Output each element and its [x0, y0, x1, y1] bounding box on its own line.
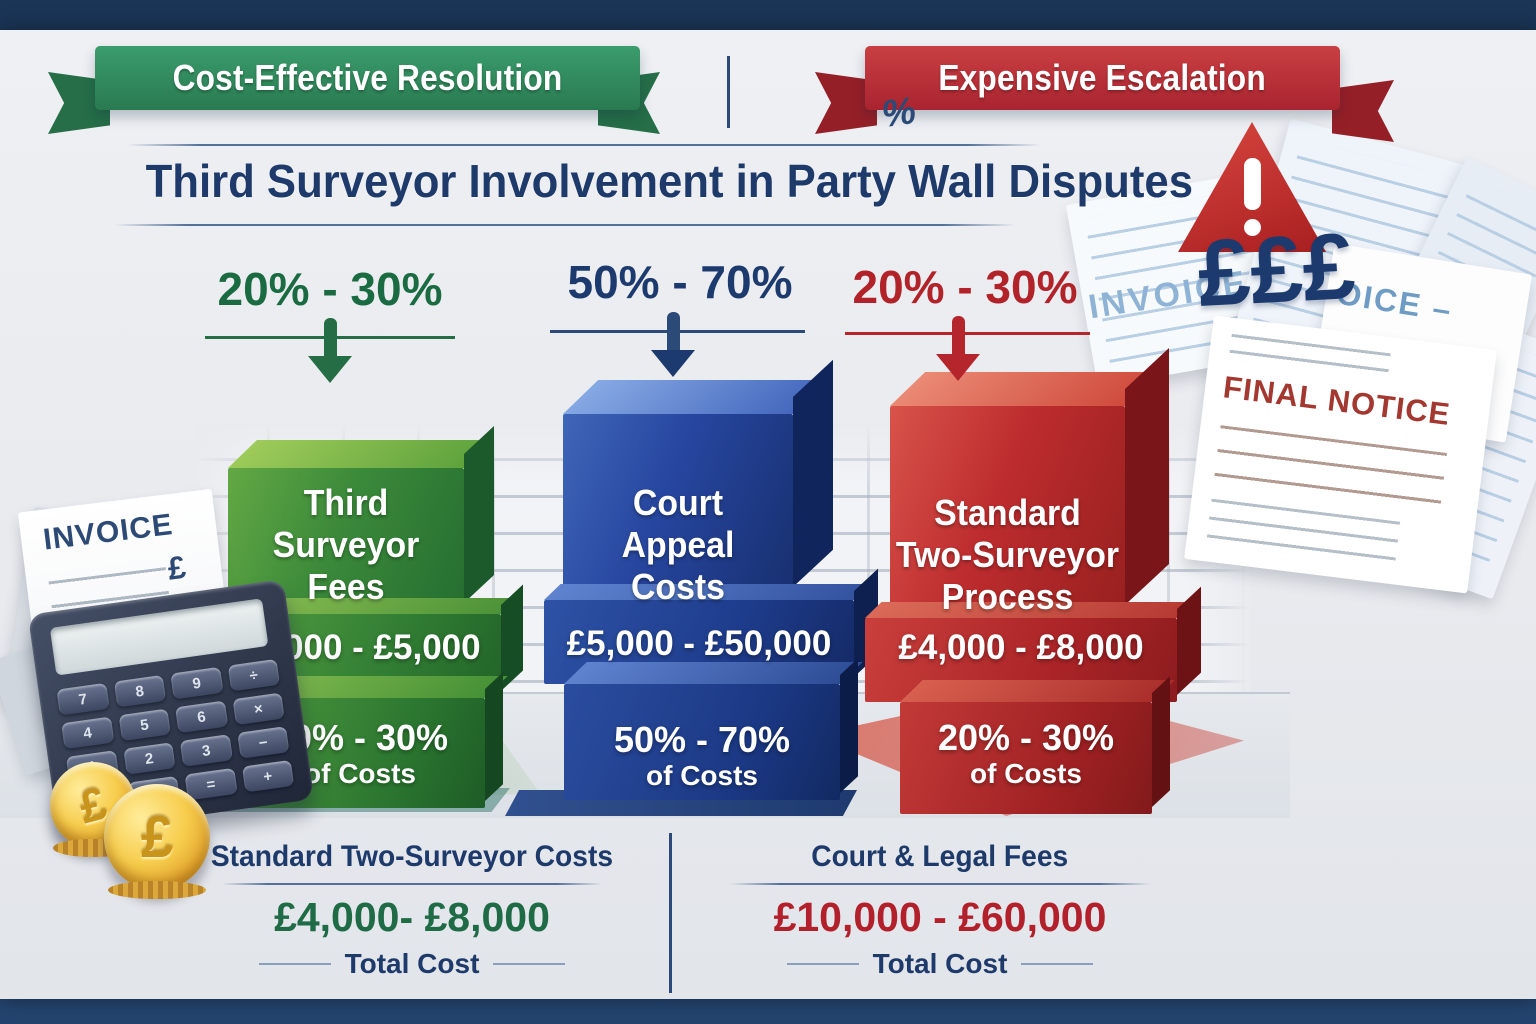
pound-coin-icon: £	[104, 784, 210, 899]
invoice-currency: £	[165, 548, 188, 587]
exclamation-icon	[1244, 158, 1261, 210]
calculator-key: =	[184, 767, 238, 801]
blue-block-step	[564, 658, 863, 800]
red-percent-label: 20% - 30%	[852, 261, 1078, 313]
blue-block-column: Court Appeal Costs £5,000 - £50,000 50% …	[530, 359, 878, 818]
ribbon-band: Expensive Escalation	[865, 46, 1340, 110]
blue-block-front-face	[563, 414, 793, 600]
blue-block-share: 50% - 70% of Costs	[613, 719, 791, 792]
banner-cost-effective: Cost-Effective Resolution	[48, 46, 660, 186]
blue-block-top-face	[563, 380, 829, 414]
calculator-key: 3	[179, 734, 233, 767]
red-percent-underline	[845, 332, 1090, 335]
ribbon-band: Cost-Effective Resolution	[95, 46, 640, 110]
red-block-title: Standard Two-Surveyor Process	[895, 492, 1120, 617]
ribbon-tail-right	[1332, 80, 1394, 142]
title-rule-top	[128, 144, 1040, 146]
green-block-title: Third Surveyor Fees	[272, 482, 420, 607]
calculator-key: −	[236, 726, 290, 759]
red-down-arrow-icon	[936, 316, 980, 381]
red-block-share: 20% - 30% of Costs	[937, 717, 1115, 790]
summary-divider-line	[669, 833, 672, 993]
blue-block-upper	[563, 359, 833, 600]
blue-down-arrow-icon	[651, 312, 695, 377]
summary-right-heading: Court & Legal Fees	[811, 840, 1069, 873]
calculator-key: ×	[232, 692, 285, 726]
banner-divider-line	[727, 56, 730, 128]
summary-right-underline	[730, 883, 1150, 885]
title-rule-bottom	[115, 224, 1015, 226]
page-title: Third Surveyor Involvement in Party Wall…	[145, 155, 1193, 207]
red-block-upper	[890, 347, 1169, 618]
calculator-key: 7	[56, 682, 110, 716]
final-notice-label: FINAL NOTICE	[1221, 369, 1453, 432]
summary-left-caption-row: Total Cost	[177, 948, 647, 980]
summary-court-legal-fees: Court & Legal Fees £10,000 - £60,000 Tot…	[700, 840, 1180, 980]
calculator-key: ÷	[227, 658, 280, 692]
blue-percent-label: 50% - 70%	[567, 256, 793, 308]
summary-right-value: £10,000 - £60,000	[773, 894, 1107, 940]
summary-left-underline	[222, 883, 602, 885]
invoice-label: INVOICE	[41, 507, 175, 557]
blue-block-side-face	[793, 359, 833, 587]
green-block-top-face	[228, 440, 493, 468]
banner-left-label: Cost-Effective Resolution	[172, 57, 563, 98]
green-block-side-face	[464, 426, 494, 603]
calculator-key: +	[241, 759, 295, 793]
banner-expensive-escalation: Expensive Escalation	[815, 46, 1394, 186]
summary-left-caption: Total Cost	[344, 948, 480, 979]
calculator-key: 8	[113, 674, 167, 708]
green-down-arrow-icon	[308, 318, 352, 383]
calculator-key: 4	[61, 716, 114, 750]
calculator-key: 6	[175, 700, 228, 734]
summary-right-caption: Total Cost	[872, 948, 1008, 979]
red-block-front-face	[890, 406, 1125, 618]
calculator-key: 2	[122, 742, 176, 775]
banner-right-label: Expensive Escalation	[938, 57, 1267, 98]
red-block-column: Standard Two-Surveyor Process £4,000 - £…	[855, 347, 1201, 818]
red-block-step	[900, 676, 1175, 814]
summary-left-heading: Standard Two-Surveyor Costs	[210, 840, 614, 873]
percent-scribble-glyph: %	[879, 89, 919, 137]
pound-signs-label: £££	[1195, 212, 1358, 327]
summary-right-caption-row: Total Cost	[700, 948, 1180, 980]
final-notice-paper: FINAL NOTICE	[1184, 315, 1497, 594]
blue-block-cost-range: £5,000 - £50,000	[566, 624, 832, 663]
green-percent-label: 20% - 30%	[217, 263, 443, 315]
blue-block-title: Court Appeal Costs	[621, 482, 735, 607]
summary-left-value: £4,000- £8,000	[274, 894, 550, 940]
red-block-top-face	[890, 372, 1161, 406]
summary-standard-costs: Standard Two-Surveyor Costs £4,000- £8,0…	[177, 840, 647, 980]
calculator-key: 9	[170, 666, 224, 700]
red-block-cost-range: £4,000 - £8,000	[898, 628, 1144, 667]
calculator-key: 5	[118, 708, 171, 742]
